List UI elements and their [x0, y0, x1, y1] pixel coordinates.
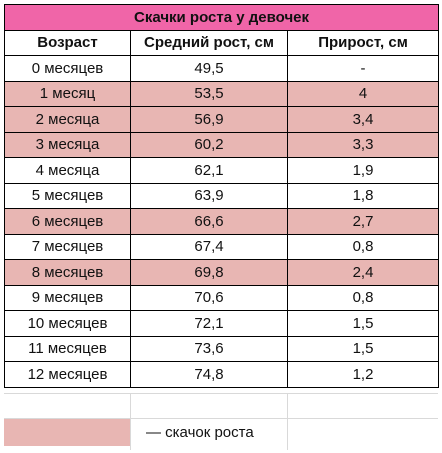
table-row: 2 месяца 56,9 3,4	[4, 106, 440, 133]
gain-cell: 0,8	[286, 233, 440, 260]
average-height-cell: 70,6	[130, 284, 288, 311]
average-height-cell: 49,5	[130, 55, 288, 82]
average-height-cell: 67,4	[130, 233, 288, 260]
age-cell: 1 месяц	[4, 80, 131, 107]
legend-swatch	[4, 419, 130, 446]
age-cell: 12 месяцев	[4, 361, 131, 388]
average-height-cell: 74,8	[130, 361, 288, 388]
age-cell: 11 месяцев	[4, 335, 131, 362]
age-cell: 8 месяцев	[4, 259, 131, 286]
average-height-cell: 69,8	[130, 259, 288, 286]
age-cell: 9 месяцев	[4, 284, 131, 311]
header-age: Возраст	[4, 29, 131, 56]
gain-cell: 1,2	[286, 361, 440, 388]
average-height-cell: 63,9	[130, 182, 288, 209]
gain-cell: 3,3	[286, 131, 440, 158]
table-row: 11 месяцев 73,6 1,5	[4, 335, 440, 362]
table-row: 12 месяцев 74,8 1,2	[4, 361, 440, 388]
table-row: 9 месяцев 70,6 0,8	[4, 284, 440, 311]
average-height-cell: 60,2	[130, 131, 288, 158]
table-row: 3 месяца 60,2 3,3	[4, 131, 440, 158]
header-gain: Прирост, см	[286, 29, 440, 56]
average-height-cell: 53,5	[130, 80, 288, 107]
header-row: Возраст Средний рост, см Прирост, см	[4, 29, 440, 56]
average-height-cell: 62,1	[130, 157, 288, 184]
table-body: 0 месяцев 49,5-1 месяц 53,5 4 2 месяца 56,9 3,…	[4, 55, 440, 388]
sheet-column-divider	[130, 394, 131, 450]
age-cell: 5 месяцев	[4, 182, 131, 209]
average-height-cell: 56,9	[130, 106, 288, 133]
gain-cell: 1,9	[286, 157, 440, 184]
average-height-cell: 72,1	[130, 310, 288, 337]
age-cell: 4 месяца	[4, 157, 131, 184]
age-cell: 3 месяца	[4, 131, 131, 158]
growth-table-sheet: Скачки роста у девочек Возраст Средний р…	[3, 4, 440, 388]
table-row: 0 месяцев 49,5-	[4, 55, 440, 82]
table-row: 10 месяцев 72,1 1,5	[4, 310, 440, 337]
table-row: 8 месяцев 69,8 2,4	[4, 259, 440, 286]
gain-cell: 4	[286, 80, 440, 107]
average-height-cell: 73,6	[130, 335, 288, 362]
gain-cell: 2,7	[286, 208, 440, 235]
age-cell: 10 месяцев	[4, 310, 131, 337]
gain-cell: 1,8	[286, 182, 440, 209]
growth-spurt-table: Скачки роста у девочек Возраст Средний р…	[3, 4, 440, 388]
age-cell: 2 месяца	[4, 106, 131, 133]
age-cell: 6 месяцев	[4, 208, 131, 235]
sheet-column-divider	[287, 394, 288, 450]
gain-cell: 1,5	[286, 335, 440, 362]
gain-cell: 2,4	[286, 259, 440, 286]
table-row: 7 месяцев 67,4 0,8	[4, 233, 440, 260]
gain-cell: 1,5	[286, 310, 440, 337]
gain-cell: 0,8	[286, 284, 440, 311]
age-cell: 0 месяцев	[4, 55, 131, 82]
table-row: 4 месяца 62,1 1,9	[4, 157, 440, 184]
header-average-height: Средний рост, см	[130, 29, 288, 56]
table-row: 1 месяц 53,5 4	[4, 80, 440, 107]
gain-cell: 3,4	[286, 106, 440, 133]
average-height-cell: 66,6	[130, 208, 288, 235]
table-row: 6 месяцев 66,6 2,7	[4, 208, 440, 235]
sheet-gridline	[4, 418, 438, 419]
table-row: 5 месяцев 63,9 1,8	[4, 182, 440, 209]
age-cell: 7 месяцев	[4, 233, 131, 260]
gain-cell: -	[286, 55, 440, 82]
legend-area: — скачок роста	[4, 393, 438, 450]
legend-label: — скачок роста	[146, 424, 254, 441]
table-title: Скачки роста у девочек	[3, 4, 440, 31]
